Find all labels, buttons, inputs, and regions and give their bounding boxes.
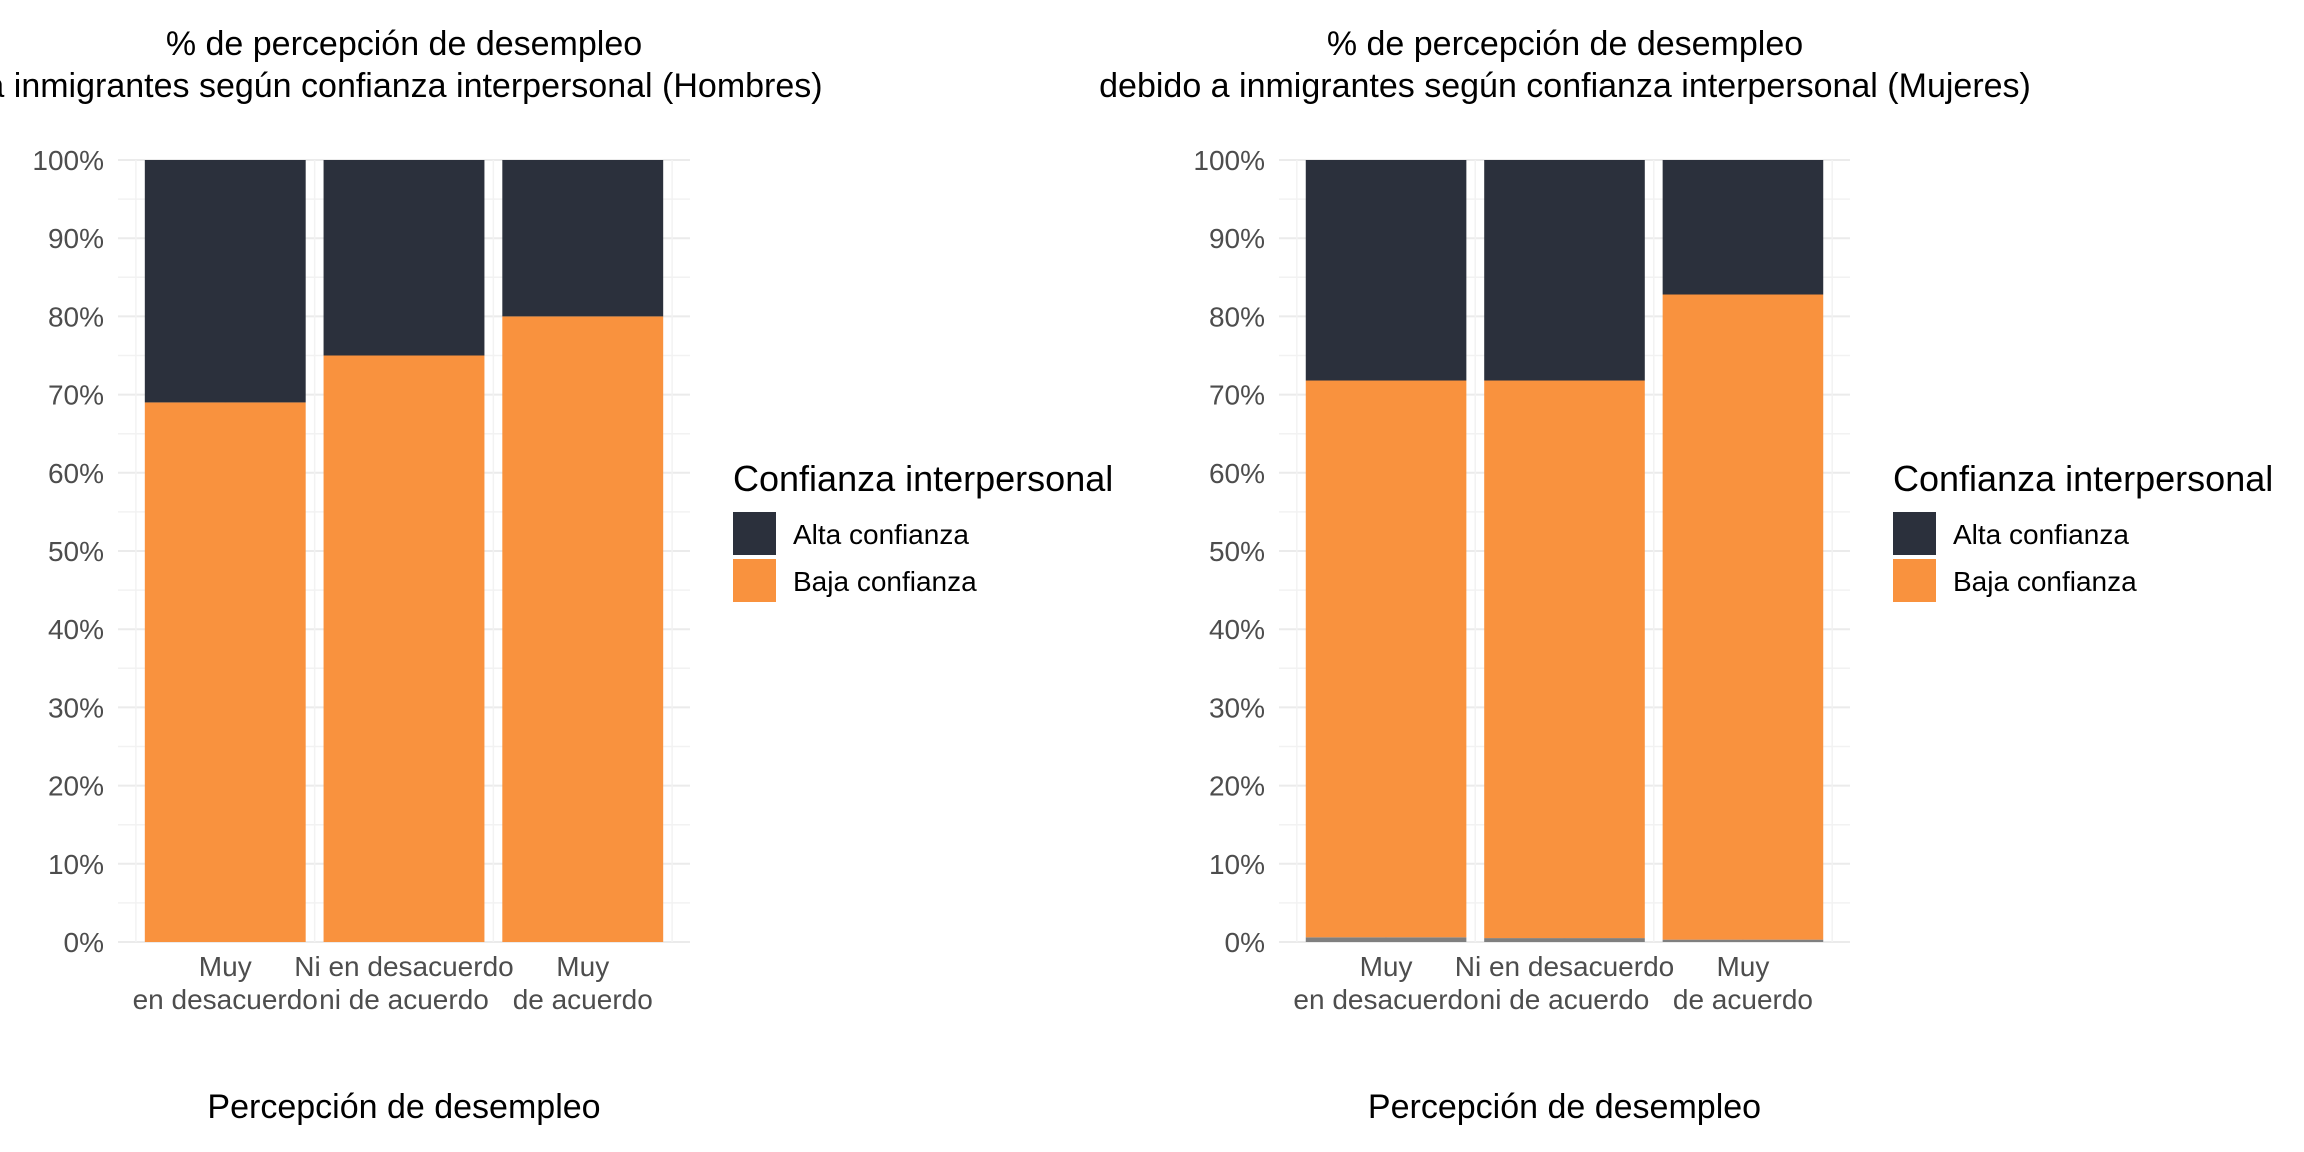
y-tick-label: 30% [1209,692,1265,723]
y-tick-label: 50% [48,536,104,567]
y-tick-label: 80% [1209,301,1265,332]
y-tick-label: 10% [1209,849,1265,880]
x-axis-title: Percepción de desempleo [1368,1088,1761,1126]
x-tick-label: ni de acuerdo [1480,984,1650,1015]
legend: Confianza interpersonal Alta confianza Baj… [1893,458,2273,602]
x-tick-label: Muy [556,951,609,982]
legend-label: Alta confianza [1953,519,2129,550]
legend-label: Baja confianza [1953,566,2137,597]
x-tick-label: Ni en desacuerdo [294,951,513,982]
y-tick-label: 60% [48,458,104,489]
bar-baja-confianza-1 [323,355,485,942]
x-tick-label: Muy [1360,951,1413,982]
y-tick-label: 80% [48,301,104,332]
y-tick-label: 100% [1193,145,1265,176]
y-tick-label: 10% [48,849,104,880]
bar-alta-confianza-1 [323,160,485,356]
bar-alta-confianza-0 [144,160,306,403]
legend-swatch-alta-confianza [1893,512,1936,555]
bar-baja-confianza-2 [1662,294,1824,940]
legend-swatch-alta-confianza [733,512,776,555]
bar-alta-confianza-2 [502,160,664,317]
y-tick-label: 30% [48,692,104,723]
x-tick-label: de acuerdo [513,984,653,1015]
x-tick-label: en desacuerdo [133,984,318,1015]
bar-baja-confianza-1 [1484,380,1645,939]
chart-title-line: % de percepción de desempleo [1327,25,1803,63]
bar-alta-confianza-1 [1484,160,1645,381]
legend-title: Confianza interpersonal [733,458,1113,499]
legend-swatch-baja-confianza [733,559,776,602]
y-tick-label: 70% [1209,380,1265,411]
y-tick-label: 70% [48,380,104,411]
legend: Confianza interpersonal Alta confianza Baj… [733,458,1113,602]
x-tick-label: Ni en desacuerdo [1455,951,1674,982]
x-axis-title: Percepción de desempleo [207,1088,600,1126]
bar-alta-confianza-0 [1305,160,1467,381]
chart-title-line: a inmigrantes según confianza interperso… [0,67,823,105]
y-tick-label: 90% [1209,223,1265,254]
y-tick-label: 50% [1209,536,1265,567]
y-tick-label: 20% [48,771,104,802]
y-axis-ticks: 0% 10% 20% 30% 40% 50% 60% 70% 80% 90% 100% [32,145,104,958]
x-tick-label: Muy [199,951,252,982]
bars [144,160,664,942]
y-tick-label: 20% [1209,771,1265,802]
bar-na-1 [1484,938,1645,942]
chart-title: % de percepción de desempleo debido a inm… [1099,25,2031,105]
bar-baja-confianza-0 [1305,380,1467,938]
bar-na-0 [1305,937,1467,942]
chart-title-line: % de percepción de desempleo [166,25,642,63]
bar-baja-confianza-0 [144,402,306,942]
y-tick-label: 100% [32,145,104,176]
y-tick-label: 40% [48,614,104,645]
y-tick-label: 40% [1209,614,1265,645]
x-tick-label: Muy [1716,951,1769,982]
legend-swatch-baja-confianza [1893,559,1936,602]
legend-label: Baja confianza [793,566,977,597]
chart-title-line: debido a inmigrantes según confianza int… [1099,67,2031,105]
legend-label: Alta confianza [793,519,969,550]
y-tick-label: 90% [48,223,104,254]
bar-baja-confianza-2 [502,316,664,942]
bar-alta-confianza-2 [1662,160,1824,295]
legend-title: Confianza interpersonal [1893,458,2273,499]
x-tick-label: en desacuerdo [1293,984,1478,1015]
x-tick-label: de acuerdo [1673,984,1813,1015]
bars [1305,160,1824,942]
y-axis-ticks: 0% 10% 20% 30% 40% 50% 60% 70% 80% 90% 100% [1193,145,1265,958]
chart-title: % de percepción de desempleo a inmigrante… [0,25,823,105]
y-tick-label: 0% [64,927,104,958]
x-tick-label: ni de acuerdo [319,984,489,1015]
y-tick-label: 60% [1209,458,1265,489]
bar-na-2 [1662,939,1824,942]
y-tick-label: 0% [1225,927,1265,958]
